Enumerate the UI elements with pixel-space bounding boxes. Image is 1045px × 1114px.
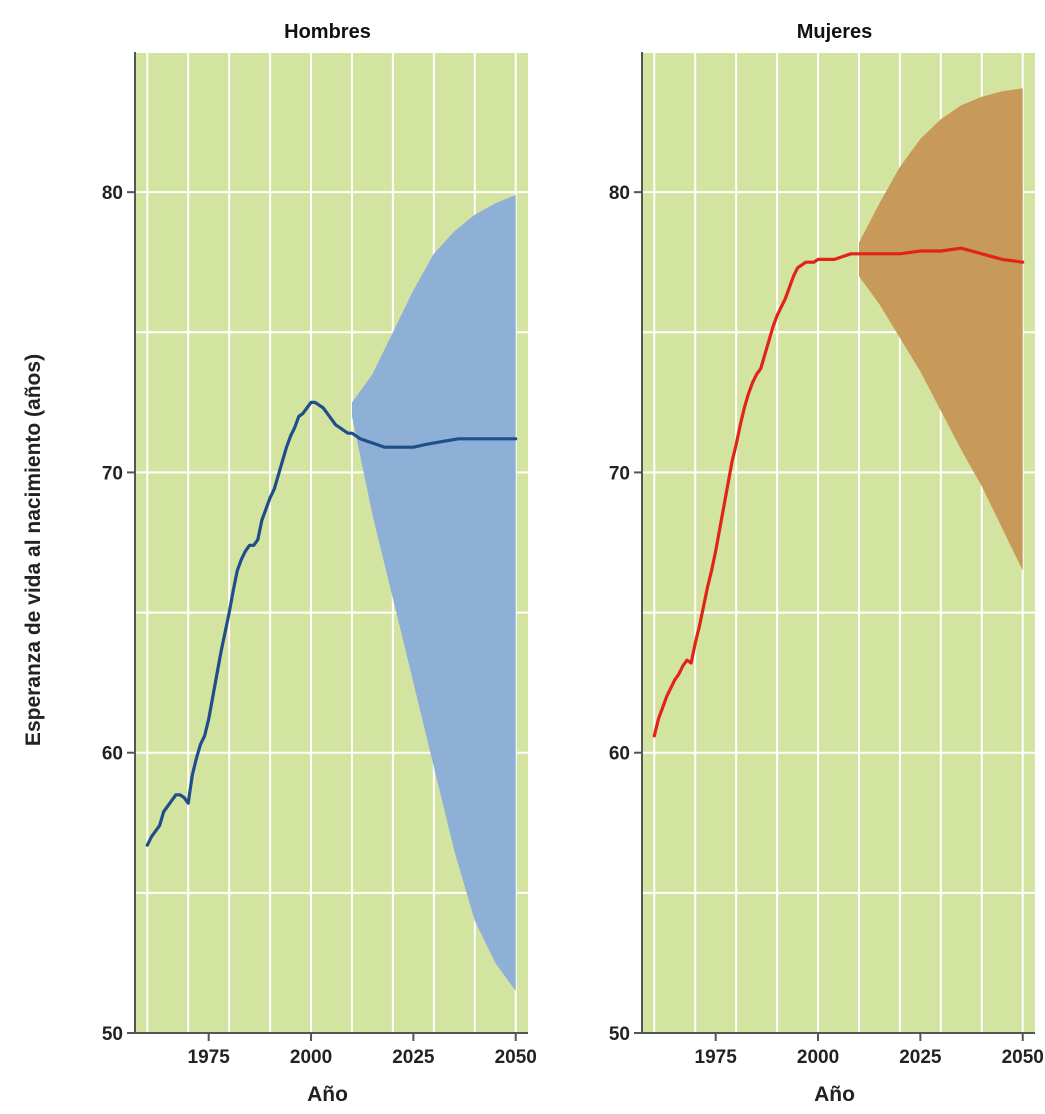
- hombres-x-tick-label-2000: 2000: [290, 1047, 332, 1068]
- hombres-projection-band: [352, 194, 516, 991]
- mujeres-y-tick-label-80: 80: [609, 183, 630, 204]
- hombres-x-tick-label-1975: 1975: [188, 1047, 231, 1068]
- mujeres-x-tick-label-2000: 2000: [797, 1047, 839, 1068]
- mujeres-estimate-line: [652, 246, 1025, 738]
- mujeres-x-tick-label-2050: 2050: [1002, 1047, 1044, 1068]
- hombres-x-axis-label: Año: [307, 1083, 348, 1106]
- mujeres-x-tick-label-1975: 1975: [695, 1047, 738, 1068]
- hombres-estimate-line: [145, 400, 518, 847]
- hombres-x-tick-label-2025: 2025: [392, 1047, 435, 1068]
- hombres-y-tick-label-80: 80: [102, 183, 123, 204]
- hombres-x-tick-label-2050: 2050: [495, 1047, 537, 1068]
- mujeres-y-tick-label-50: 50: [609, 1024, 630, 1045]
- mujeres-projection-band: [859, 88, 1023, 571]
- y-axis-label: Esperanza de vida al nacimiento (años): [22, 354, 45, 746]
- hombres-y-tick-label-50: 50: [102, 1024, 123, 1045]
- mujeres-y-tick-label-70: 70: [609, 463, 630, 484]
- mujeres-x-tick-label-2025: 2025: [899, 1047, 942, 1068]
- mujeres-y-tick-label-60: 60: [609, 744, 630, 765]
- hombres-y-tick-label-60: 60: [102, 744, 123, 765]
- hombres-y-tick-label-70: 70: [102, 463, 123, 484]
- mujeres-x-axis-label: Año: [814, 1083, 855, 1106]
- hombres-panel-title: Hombres: [284, 21, 371, 43]
- mujeres-panel-title: Mujeres: [797, 21, 873, 43]
